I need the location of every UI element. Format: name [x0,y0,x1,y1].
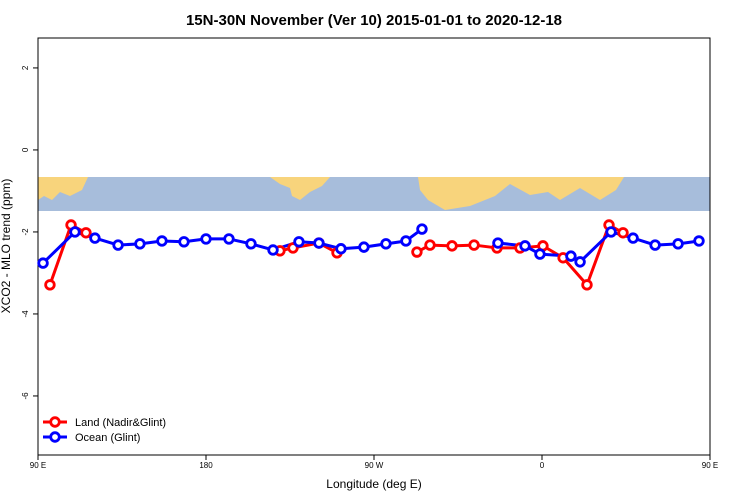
point [293,236,305,248]
point [574,256,586,268]
point [605,226,617,238]
point [267,244,279,256]
y-tick-label: 2 [21,65,30,70]
point [534,248,546,260]
x-tick-label: 90 E [30,461,46,470]
point [411,246,423,258]
point [245,238,257,250]
point [416,223,428,235]
point [468,239,480,251]
point [672,238,684,250]
point [581,279,593,291]
point [627,232,639,244]
point [37,257,49,269]
point [335,243,347,255]
point [400,235,412,247]
legend-marker [49,431,61,443]
legend-label: Land (Nadir&Glint) [75,417,166,429]
x-tick-label: 90 E [702,461,718,470]
point [44,279,56,291]
point [693,235,705,247]
point [565,250,577,262]
y-tick-label: -2 [21,228,30,236]
x-tick-label: 90 W [365,461,384,470]
point [178,236,190,248]
point [492,237,504,249]
point [649,239,661,251]
y-tick-label: -6 [21,392,30,400]
point [446,240,458,252]
point [200,233,212,245]
x-tick-label: 180 [199,461,213,470]
legend: Land (Nadir&Glint) Ocean (Glint) [43,416,166,444]
point [89,232,101,244]
point [112,239,124,251]
point [617,227,629,239]
point [69,226,81,238]
point [358,241,370,253]
y-axis-label: XCO2 - MLO trend (ppm) [0,179,13,314]
x-axis-label: Longitude (deg E) [326,477,421,491]
point [134,238,146,250]
point [156,235,168,247]
point [519,240,531,252]
x-tick-label: 0 [540,461,545,470]
point [380,238,392,250]
point [80,227,92,239]
point [223,233,235,245]
y-tick-label: -4 [21,310,30,318]
point [313,237,325,249]
legend-label: Ocean (Glint) [75,432,140,444]
point [424,239,436,251]
y-tick-label: 0 [21,147,30,152]
legend-marker [49,416,61,428]
chart-title: 15N-30N November (Ver 10) 2015-01-01 to … [186,12,562,29]
map-band [38,177,710,211]
